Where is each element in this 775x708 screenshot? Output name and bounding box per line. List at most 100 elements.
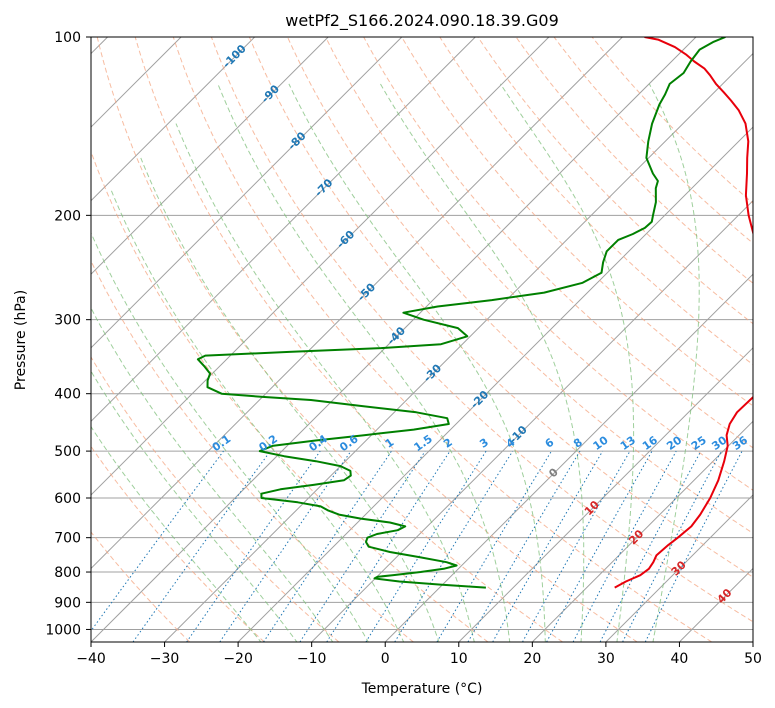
isotherm-line <box>605 494 753 642</box>
isotherm-line <box>752 641 753 642</box>
plot-frame <box>90 36 754 643</box>
mixing-ratio-line <box>436 450 552 642</box>
mixing-ratio-line <box>132 450 271 642</box>
mixing-ratio-line <box>644 450 743 642</box>
dry-adiabat <box>91 150 489 642</box>
x-tick-label: 40 <box>671 651 689 667</box>
isotherm-line <box>679 567 753 642</box>
moist-adiabat <box>217 83 511 642</box>
dry-adiabat <box>401 37 753 407</box>
moist-adiabat <box>91 307 334 642</box>
mixing-ratio-label: 16 <box>640 433 660 453</box>
mixing-ratio-line <box>522 450 631 642</box>
isotherm-line <box>91 37 550 496</box>
profile-layer <box>196 37 753 589</box>
dry-adiabat <box>91 445 265 642</box>
moist-adiabat <box>499 83 635 642</box>
dry-adiabat <box>96 37 563 642</box>
moist-adiabat <box>288 83 546 642</box>
x-tick-label: −40 <box>76 651 106 667</box>
x-tick-label: 0 <box>381 651 390 667</box>
chart-title: wetPf2_S166.2024.090.18.39.G09 <box>285 11 559 31</box>
isotherm-line <box>458 347 753 642</box>
isotherm-line <box>91 37 403 349</box>
mixing-ratio-line <box>326 450 451 642</box>
y-tick-label: 700 <box>54 531 81 547</box>
mixing-ratio-line <box>219 450 352 642</box>
y-tick-label: 500 <box>54 444 81 460</box>
x-tick-label: 30 <box>597 651 615 667</box>
isotherm-line <box>91 37 256 202</box>
moist-adiabat <box>648 83 700 642</box>
x-tick-label: 10 <box>450 651 468 667</box>
mixing-ratio-line <box>394 450 514 642</box>
mixing-ratio-label: 3 <box>477 436 491 451</box>
dry-adiabat <box>91 356 340 642</box>
mixing-ratio-line <box>467 450 581 642</box>
mixing-ratio-label: 20 <box>664 433 684 453</box>
moist-adiabat <box>140 157 440 642</box>
mixing-ratio-label: 25 <box>689 434 709 453</box>
dry-adiabat <box>515 37 753 284</box>
isotherm-label: 30 <box>669 558 689 578</box>
isotherm-line <box>384 273 753 642</box>
isotherm-line <box>91 37 697 642</box>
moist-adiabat <box>175 123 475 642</box>
moist-adiabat <box>91 425 262 642</box>
y-tick-label: 100 <box>54 30 81 46</box>
mixing-ratio-line <box>263 450 392 642</box>
x-tick-label: −10 <box>297 651 327 667</box>
dry-adiabat <box>325 37 753 491</box>
dry-adiabat <box>91 259 414 642</box>
mixing-ratio-line <box>299 450 426 642</box>
x-tick-label: −30 <box>150 651 180 667</box>
y-tick-label: 1000 <box>45 622 81 638</box>
dry-adiabat <box>553 37 753 244</box>
dry-adiabat <box>210 37 753 623</box>
y-tick-label: 200 <box>54 208 81 224</box>
isotherm-line <box>164 52 753 642</box>
dry-adiabat <box>363 37 753 449</box>
temperature-profile <box>614 37 753 589</box>
moist-adiabat <box>379 83 585 642</box>
mixing-ratio-line <box>572 450 677 642</box>
y-tick-label: 600 <box>54 491 81 507</box>
x-tick-label: −20 <box>223 651 253 667</box>
isotherm-label: -80 <box>285 129 308 152</box>
dewpoint-profile <box>196 37 726 589</box>
y-tick-label: 800 <box>54 565 81 581</box>
isotherm-line <box>311 199 753 642</box>
moist-adiabat <box>91 370 298 642</box>
x-axis-title: Temperature (°C) <box>361 681 483 697</box>
mixing-ratio-line <box>546 450 653 642</box>
isotherm-label: -100 <box>220 42 249 71</box>
mixing-ratio-label: 13 <box>618 434 638 453</box>
y-axis-title: Pressure (hPa) <box>13 290 29 390</box>
mixing-ratio-line <box>91 450 224 632</box>
mixing-ratio-line <box>186 450 321 642</box>
dry-adiabat <box>248 37 753 578</box>
isotherm-label: 10 <box>582 498 602 518</box>
grid-layer <box>91 37 753 642</box>
isotherm-line <box>531 420 753 642</box>
moist-adiabat <box>91 231 369 642</box>
dry-adiabat <box>172 37 713 642</box>
mixing-ratio-line <box>599 450 702 642</box>
mixing-ratio-label: 6 <box>543 436 557 451</box>
y-tick-label: 400 <box>54 387 81 403</box>
y-tick-label: 300 <box>54 313 81 329</box>
axis-layer: −40 −30 −20 −10 0 10 20 30 40 50 100 200 300 400 500 60… <box>45 30 762 667</box>
mixing-ratio-label: 36 <box>730 433 750 453</box>
mixing-ratio-label: 10 <box>591 433 611 453</box>
isotherm-line <box>91 37 623 570</box>
isotherm-label: -60 <box>334 228 357 251</box>
dry-adiabat <box>91 531 191 642</box>
isotherm-line <box>237 126 753 642</box>
mixing-ratio-line <box>622 450 722 642</box>
dry-adiabat <box>134 37 638 642</box>
dry-adiabat <box>439 37 753 366</box>
dry-adiabat <box>591 37 753 204</box>
isotherm-line <box>91 37 329 275</box>
isopleth-layer <box>91 37 753 642</box>
